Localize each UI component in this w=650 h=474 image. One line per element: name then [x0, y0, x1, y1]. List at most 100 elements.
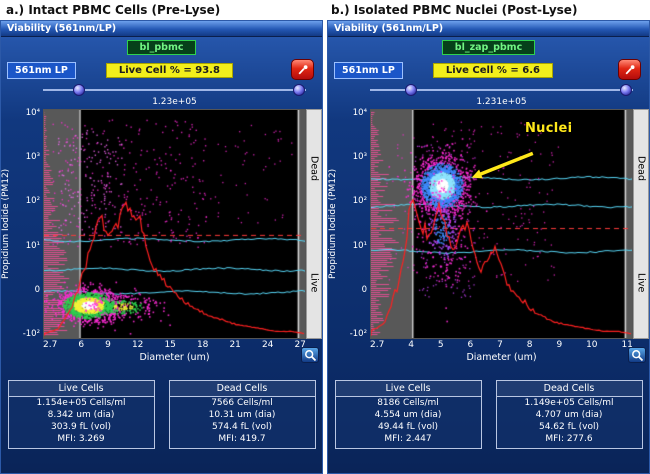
x-tick-label: 2.7: [43, 340, 58, 350]
gate-handle-left[interactable]: [405, 84, 418, 96]
event-count-label: 1.23e+05: [152, 97, 197, 107]
sample-row: bl_zap_pbmc: [328, 37, 649, 57]
x-tick-label: 9: [556, 340, 563, 350]
stat-mfi: MFI: 419.7: [218, 434, 266, 444]
sample-row: bl_pbmc: [1, 37, 322, 57]
stat-volume: 574.4 fL (vol): [211, 422, 273, 432]
x-axis-label: Diameter (um): [139, 352, 210, 363]
stat-concentration: 1.149e+05 Cells/ml: [524, 398, 614, 408]
zoom-button[interactable]: [301, 347, 319, 363]
stat-concentration: 8186 Cells/ml: [377, 398, 439, 408]
stat-header: Dead Cells: [496, 381, 642, 397]
x-axis-label: Diameter (um): [466, 352, 537, 363]
panel-title: Viability (561nm/LP): [334, 23, 444, 34]
y-tick-label: -10²: [349, 328, 367, 339]
scatter-plot[interactable]: [43, 109, 306, 339]
y-tick-label: 10¹: [352, 240, 367, 251]
x-tick-label: 5: [437, 340, 444, 350]
control-row: 561nm LP Live Cell % = 6.6: [328, 57, 649, 83]
zoom-button[interactable]: [628, 347, 646, 363]
panel-titlebar: Viability (561nm/LP): [328, 21, 649, 37]
pin-icon: [298, 64, 307, 74]
stat-diameter: 8.342 um (dia): [47, 410, 115, 420]
event-count-label: 1.231e+05: [476, 97, 527, 107]
scatter-plot[interactable]: Nuclei: [370, 109, 633, 339]
dead-region-label: Dead: [308, 155, 320, 181]
stat-mfi: MFI: 3.269: [57, 434, 105, 444]
stat-header: Live Cells: [335, 381, 481, 397]
pin-icon: [625, 64, 634, 74]
gate-slider-track[interactable]: [43, 89, 306, 91]
y-tick-label: 10²: [25, 196, 40, 207]
stat-mfi: MFI: 277.6: [545, 434, 593, 444]
x-tick-label: 2.7: [370, 340, 385, 350]
y-tick-label: 0: [34, 284, 40, 295]
x-tick-label: 21: [229, 340, 241, 350]
x-tick-label: 10: [586, 340, 598, 350]
laser-filter-badge[interactable]: 561nm LP: [7, 61, 76, 79]
figure-captions: a.) Intact PBMC Cells (Pre-Lyse) b.) Iso…: [0, 0, 650, 20]
y-tick-label: 10²: [352, 196, 367, 207]
caption-right: b.) Isolated PBMC Nuclei (Post-Lyse): [331, 3, 578, 17]
marker-button[interactable]: [618, 59, 641, 80]
stat-header: Live Cells: [8, 381, 154, 397]
stat-diameter: 4.707 um (dia): [535, 410, 603, 420]
x-tick-label: 18: [196, 340, 209, 350]
live-cell-percent-readout: Live Cell % = 93.8: [105, 62, 233, 78]
magnifier-icon: [631, 349, 643, 361]
stat-volume: 49.44 fL (vol): [377, 422, 439, 432]
laser-filter-badge[interactable]: 561nm LP: [334, 61, 403, 79]
live-region-label: Live: [308, 272, 320, 293]
x-tick-label: 8: [526, 340, 533, 350]
marker-button[interactable]: [291, 59, 314, 80]
live-region-label: Live: [635, 272, 647, 293]
gate-handle-left[interactable]: [72, 84, 85, 96]
panel-titlebar: Viability (561nm/LP): [1, 21, 322, 37]
gate-slider: [370, 83, 633, 97]
gate-handle-right[interactable]: [619, 84, 632, 96]
control-row: 561nm LP Live Cell % = 93.8: [1, 57, 322, 83]
x-tick-label: 27: [294, 340, 306, 350]
panel-title: Viability (561nm/LP): [7, 23, 117, 34]
x-axis-ticks: 2.7 4 5 6 7 8 9 10 11: [370, 340, 633, 352]
x-tick-label: 9: [105, 340, 111, 350]
x-tick-label: 24: [261, 340, 274, 350]
y-tick-label: 0: [361, 284, 367, 295]
magnifier-icon: [304, 349, 316, 361]
x-tick-label: 11: [621, 340, 633, 350]
plot-row: Propidium Iodide (PM12) 10⁴ 10³ 10² 10¹ 0 -10…: [1, 109, 322, 339]
sample-name-badge[interactable]: bl_pbmc: [126, 39, 197, 55]
stat-volume: 54.62 fL (vol): [538, 422, 600, 432]
dead-cells-stats: Dead Cells 7566 Cells/ml 10.31 um (dia) …: [168, 380, 316, 449]
scatter-canvas: [44, 110, 305, 338]
x-tick-label: 6: [78, 340, 85, 350]
x-tick-label: 12: [131, 340, 144, 350]
caption-left: a.) Intact PBMC Cells (Pre-Lyse): [6, 3, 221, 17]
gate-handle-right[interactable]: [292, 84, 305, 96]
live-cells-stats: Live Cells 1.154e+05 Cells/ml 8.342 um (…: [7, 380, 155, 449]
y-tick-label: -10²: [22, 328, 40, 339]
plot-row: Propidium Iodide (PM12) 10⁴ 10³ 10² 10¹ 0 -10…: [328, 109, 649, 339]
y-tick-label: 10¹: [25, 240, 40, 251]
x-tick-label: 15: [164, 340, 176, 350]
y-axis-label: Propidium Iodide (PM12): [1, 168, 11, 280]
y-axis-ticks: 10⁴ 10³ 10² 10¹ 0 -10²: [340, 109, 370, 339]
stat-concentration: 7566 Cells/ml: [211, 398, 273, 408]
x-tick-label: 6: [467, 340, 474, 350]
stat-concentration: 1.154e+05 Cells/ml: [36, 398, 126, 408]
y-tick-label: 10³: [352, 152, 367, 163]
dead-region-label: Dead: [635, 155, 647, 181]
y-tick-label: 10⁴: [352, 108, 367, 118]
stat-diameter: 4.554 um (dia): [374, 410, 442, 420]
gate-region-labels: Dead Live: [306, 109, 322, 339]
stat-header: Dead Cells: [169, 381, 315, 397]
stats-row: Live Cells 8186 Cells/ml 4.554 um (dia) …: [328, 380, 649, 449]
y-tick-label: 10³: [25, 152, 40, 163]
gate-slider-track[interactable]: [370, 89, 633, 91]
gate-region-labels: Dead Live: [633, 109, 649, 339]
dead-cells-stats: Dead Cells 1.149e+05 Cells/ml 4.707 um (…: [495, 380, 643, 449]
gate-slider: [43, 83, 306, 97]
live-cells-stats: Live Cells 8186 Cells/ml 4.554 um (dia) …: [334, 380, 482, 449]
x-axis-ticks: 2.7 6 9 12 15 18 21 24 27: [43, 340, 306, 352]
sample-name-badge[interactable]: bl_zap_pbmc: [441, 39, 536, 55]
